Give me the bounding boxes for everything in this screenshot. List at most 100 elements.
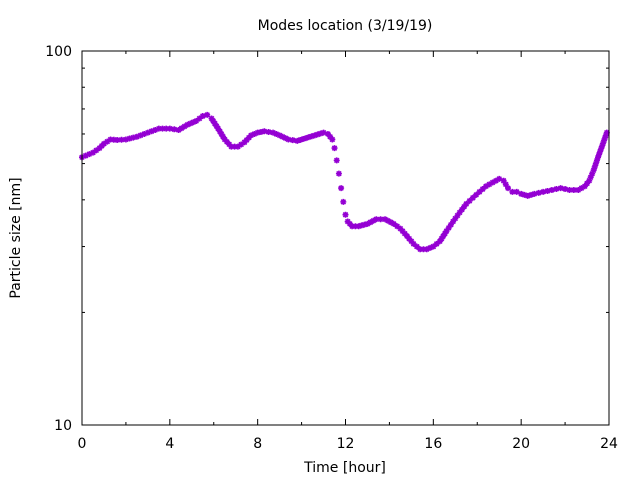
data-point: [110, 136, 117, 143]
data-point: [294, 137, 301, 144]
data-point: [461, 203, 468, 210]
data-point: [496, 175, 503, 182]
data-point: [285, 136, 292, 143]
data-point: [406, 235, 413, 242]
data-point: [590, 167, 597, 174]
data-point: [300, 136, 307, 143]
data-point: [575, 186, 582, 193]
data-point: [346, 220, 353, 227]
data-point: [521, 191, 528, 198]
data-point: [133, 133, 140, 140]
data-point: [159, 125, 166, 132]
data-point: [447, 221, 454, 228]
data-point: [450, 218, 457, 225]
data-point: [417, 246, 424, 253]
y-axis-label: Particle size [nm]: [8, 177, 24, 298]
data-point: [344, 218, 351, 225]
x-axis-label: Time [hour]: [303, 460, 386, 476]
data-point: [373, 216, 380, 223]
data-point: [469, 194, 476, 201]
data-point: [196, 115, 203, 122]
data-point: [377, 216, 384, 223]
data-point: [327, 133, 334, 140]
data-point: [603, 129, 610, 136]
data-point: [163, 125, 170, 132]
data-point: [513, 188, 520, 195]
data-point: [251, 130, 258, 137]
data-point: [489, 179, 496, 186]
data-point: [602, 132, 609, 139]
x-tick-label: 24: [600, 436, 618, 452]
x-tick-label: 16: [424, 436, 442, 452]
data-point: [305, 134, 312, 141]
data-point: [317, 130, 324, 137]
data-point: [93, 147, 100, 154]
data-point: [463, 200, 470, 207]
data-point: [528, 191, 535, 198]
data-point: [423, 246, 430, 253]
data-point: [114, 137, 121, 144]
data-point: [265, 128, 272, 135]
data-point: [130, 134, 137, 141]
data-point: [408, 238, 415, 245]
data-point: [394, 223, 401, 230]
data-point: [126, 135, 133, 142]
data-point: [413, 243, 420, 250]
axes: 0 4 8 12 16 20 24 10 100: [45, 44, 618, 452]
data-point: [89, 149, 96, 156]
y-tick-label: 10: [54, 418, 72, 434]
data-point: [279, 133, 286, 140]
y-tick-label: 100: [45, 44, 72, 60]
data-point: [595, 154, 602, 161]
data-point: [566, 186, 573, 193]
data-point: [175, 126, 182, 133]
data-point: [144, 129, 151, 136]
data-point: [324, 130, 331, 137]
data-point: [340, 198, 347, 205]
data-point: [254, 129, 261, 136]
data-point: [509, 188, 516, 195]
data-point: [420, 246, 427, 253]
data-point: [302, 135, 309, 142]
data-point: [430, 243, 437, 250]
data-point: [352, 223, 359, 230]
data-point: [586, 177, 593, 184]
data-point: [178, 125, 185, 132]
data-point: [289, 137, 296, 144]
data-point: [458, 206, 465, 213]
data-point: [544, 187, 551, 194]
data-point: [601, 135, 608, 142]
data-point: [276, 132, 283, 139]
data-point: [241, 139, 248, 146]
data-point: [456, 209, 463, 216]
data-point: [473, 191, 480, 198]
data-point: [228, 143, 235, 150]
data-point: [122, 136, 129, 143]
data-point: [397, 225, 404, 232]
data-point: [257, 128, 264, 135]
data-point: [524, 192, 531, 199]
data-point: [231, 143, 238, 150]
plot-frame: [81, 50, 610, 426]
data-point: [184, 121, 191, 128]
data-point: [504, 185, 511, 192]
data-point: [483, 183, 490, 190]
data-point: [282, 135, 289, 142]
data-point: [137, 132, 144, 139]
data-point: [107, 136, 114, 143]
data-point: [486, 181, 493, 188]
data-point: [593, 157, 600, 164]
data-point: [261, 128, 268, 135]
data-point: [540, 188, 547, 195]
data-point: [599, 142, 606, 149]
data-point: [403, 233, 410, 240]
data-point: [598, 145, 605, 152]
data-point: [166, 125, 173, 132]
data-point: [600, 139, 607, 146]
data-point: [466, 197, 473, 204]
data-point: [479, 186, 486, 193]
data-point: [204, 111, 211, 118]
data-point: [223, 138, 230, 145]
data-point: [548, 186, 555, 193]
